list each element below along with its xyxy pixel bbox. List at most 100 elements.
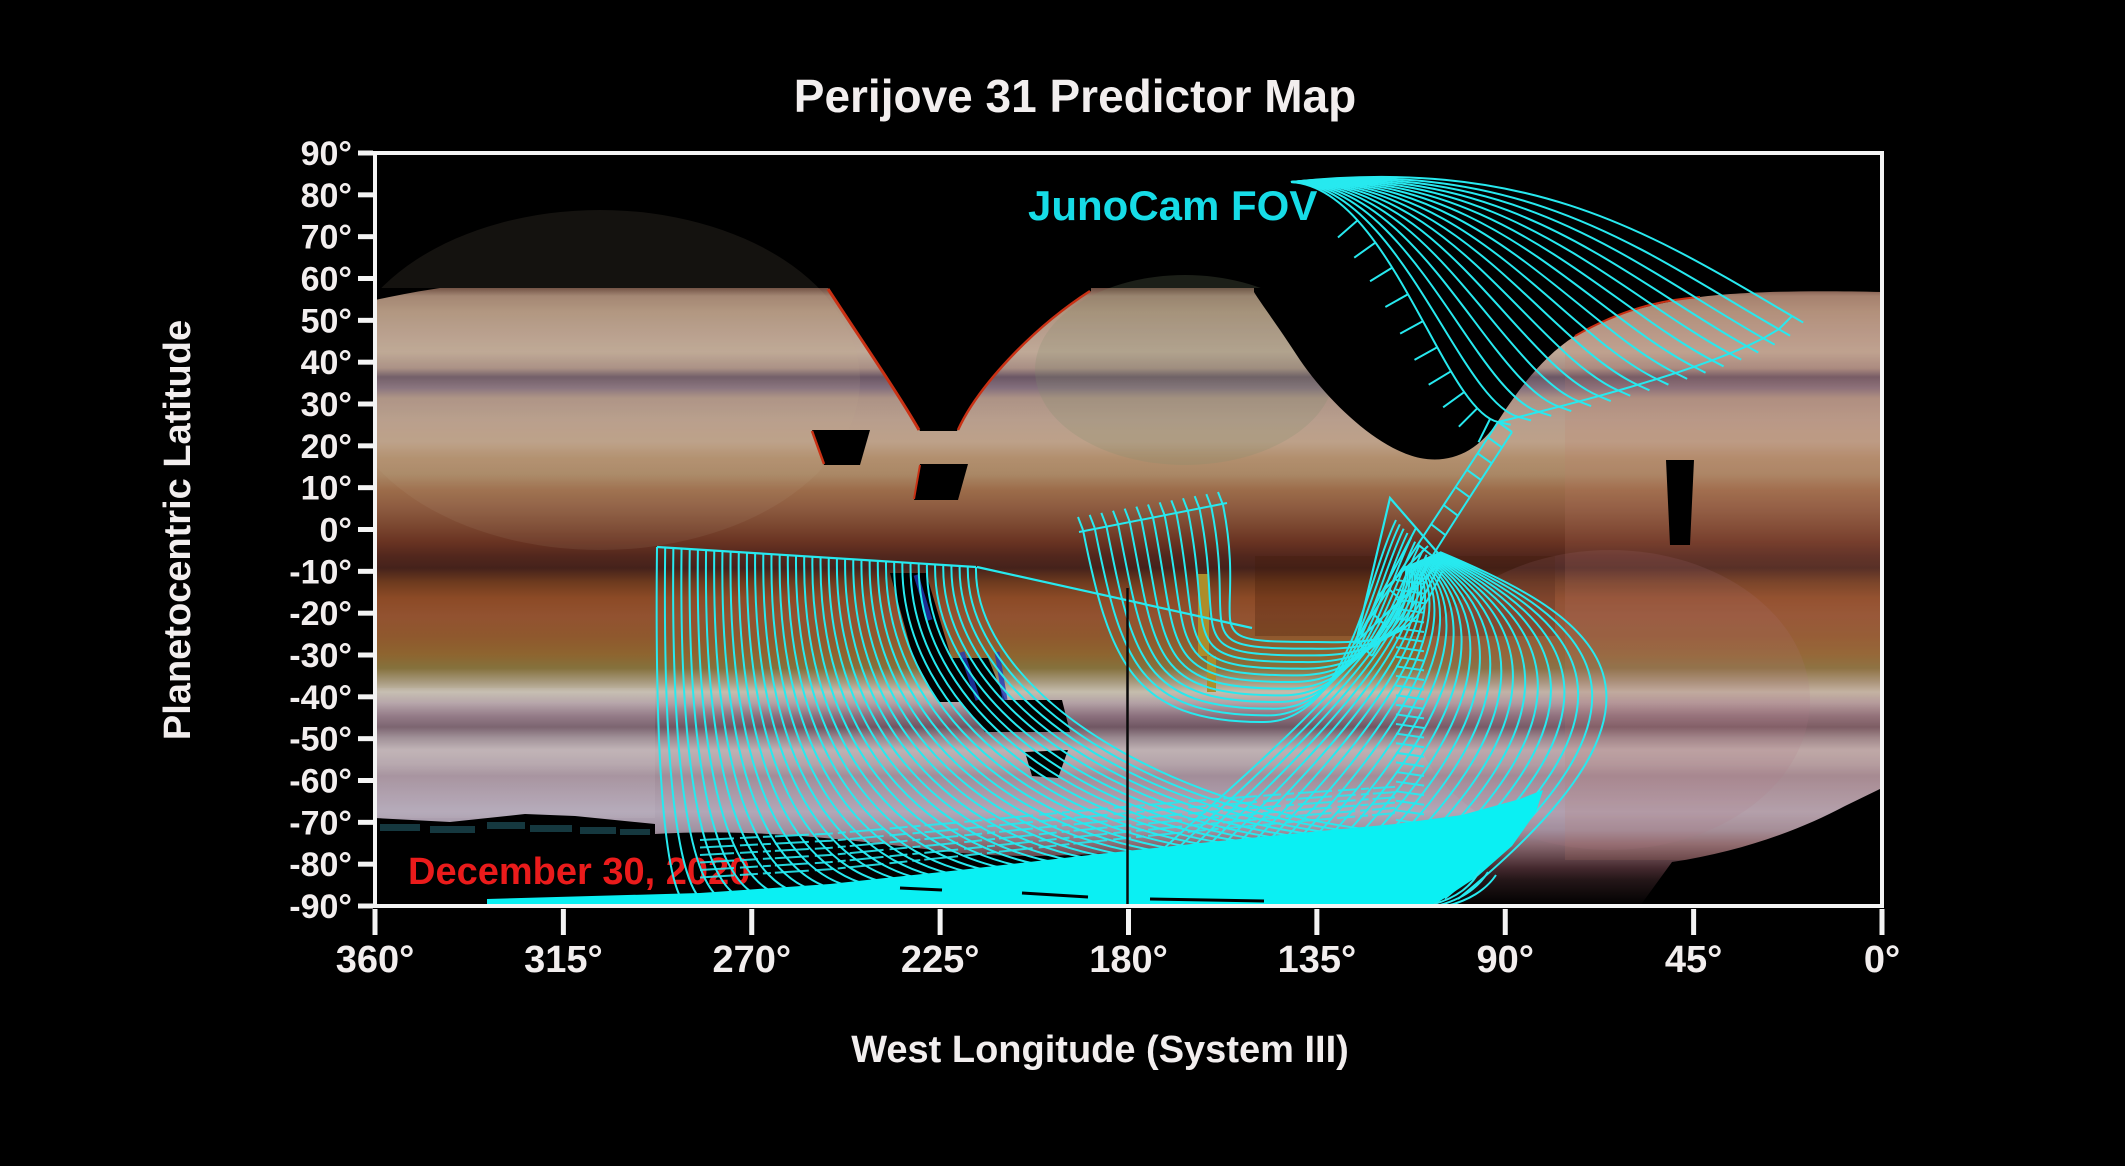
fov-fan-curve	[1290, 180, 1619, 392]
fov-zipper-tick	[1395, 636, 1425, 643]
map-gap	[1666, 460, 1694, 545]
fov-zipper-tick	[1395, 703, 1425, 710]
x-tick-label: 360°	[336, 939, 415, 981]
fov-fan-curve	[1290, 180, 1639, 386]
fov-fan-rung	[1428, 370, 1452, 386]
x-axis-title: West Longitude (System III)	[851, 1029, 1349, 1071]
map-gap	[890, 573, 952, 660]
plot-frame	[373, 151, 1884, 908]
map-edge-dash	[580, 827, 616, 834]
fov-fan-overshoot	[1711, 359, 1725, 368]
y-tick-label: -90°	[289, 888, 352, 926]
fov-fan-curve	[1290, 175, 1793, 317]
fov-u-curve	[1198, 508, 1436, 657]
fov-u-tick	[1135, 506, 1143, 520]
map-mottle	[1565, 292, 1882, 860]
fov-feather-line	[699, 785, 1396, 841]
fov-zipper-tick	[1395, 799, 1425, 806]
fov-feather-line	[699, 812, 1396, 879]
fov-zipper-tick	[1395, 588, 1425, 595]
fov-curtain-top-edge	[656, 545, 977, 569]
fov-fan-curve	[1290, 181, 1560, 408]
map-gap	[828, 288, 1091, 431]
fov-fan-overshoot	[1693, 365, 1707, 374]
y-tick-label: -20°	[289, 595, 352, 633]
fov-u-tick	[1123, 508, 1131, 523]
y-tick-label: -70°	[289, 804, 352, 842]
fov-u-curve	[1210, 506, 1440, 650]
fov-fold-line	[1377, 545, 1429, 597]
fov-u-curve	[1140, 519, 1417, 690]
x-tick-label: 90°	[1477, 939, 1534, 981]
fov-bell-curve	[1439, 551, 1608, 900]
fov-fan-curve	[1290, 180, 1676, 374]
fov-zipper-tick	[1395, 684, 1425, 691]
fov-fan-overshoot	[1778, 328, 1791, 337]
y-tick-label: -50°	[289, 721, 352, 759]
y-tick-label: 80°	[301, 177, 352, 215]
y-tick-label: 70°	[301, 219, 352, 257]
fov-fan-curve	[1290, 177, 1780, 331]
fov-ribbon-rung	[1372, 612, 1390, 629]
fov-ribbon-rung	[1497, 421, 1513, 433]
fov-fan-overshoot	[1598, 395, 1612, 402]
fov-ribbon-rung	[1487, 436, 1503, 449]
fov-fan-rung	[1399, 320, 1424, 335]
fov-fan-curve	[1290, 181, 1519, 418]
map-edge-dash	[487, 822, 525, 829]
fov-ribbon-rung	[1430, 523, 1447, 536]
fov-fan-curve	[1290, 178, 1764, 340]
fov-u-curve	[1187, 511, 1432, 664]
fov-zipper-tick	[1395, 646, 1425, 653]
y-axis-tick-labels: 90° 80° 70° 60°50° 40° 30° 20° 10° 0°-10° -20° -30…	[289, 135, 352, 926]
fov-fan-curve	[1290, 180, 1580, 403]
fov-fan-overshoot	[1558, 405, 1572, 412]
map-edge-blue	[959, 651, 981, 701]
fov-fan-curve	[1290, 181, 1499, 423]
fov-fan-rung	[1414, 346, 1438, 361]
junocam-fov-overlay	[487, 175, 1804, 906]
x-tick-label: 180°	[1089, 939, 1168, 981]
map-edge-rim	[956, 289, 1091, 431]
fov-u-curve	[1105, 525, 1405, 710]
fov-zipper-tick	[1395, 675, 1425, 681]
fov-ribbon-rung	[1454, 486, 1471, 499]
map-edge-rim	[810, 430, 826, 465]
fov-fan-overshoot	[1675, 372, 1688, 380]
fov-fan-curve	[1290, 179, 1731, 355]
x-tick-label: 315°	[524, 939, 603, 981]
fov-u-curve	[1128, 521, 1413, 697]
y-tick-label: -10°	[289, 553, 352, 591]
x-tick-label: 45°	[1665, 939, 1722, 981]
y-tick-label: 40°	[301, 344, 352, 382]
map-gap	[914, 464, 968, 500]
fov-zipper-tick	[1395, 617, 1425, 624]
fov-zipper-tick	[1395, 761, 1425, 768]
fov-fan-overshoot	[1578, 400, 1592, 408]
map-gap	[1640, 788, 1882, 906]
fov-u-tick	[1193, 495, 1201, 510]
fov-fan-curve	[1290, 180, 1695, 368]
map-gap	[375, 814, 655, 906]
map-patch-yellow	[1198, 574, 1209, 656]
map-mottle	[1035, 275, 1335, 465]
fov-zipper-tick	[1395, 607, 1425, 614]
fov-u-curve	[1093, 523, 1401, 717]
fov-ribbon-rung	[1466, 468, 1482, 481]
y-tick-label: 60°	[301, 261, 352, 299]
fov-u-tick	[1158, 502, 1166, 516]
map-edge-dash	[430, 826, 475, 833]
map-edge-rim	[913, 464, 921, 500]
fov-u-tick	[1170, 499, 1178, 514]
fov-dark-dash	[1149, 897, 1265, 903]
fov-fan-curve	[1290, 180, 1600, 397]
fov-fan-overshoot	[1729, 352, 1742, 361]
fov-dark-dash	[899, 886, 943, 892]
fov-zipper-tick	[1395, 780, 1425, 787]
x-axis-ticks	[372, 909, 1885, 935]
fov-feather-line	[699, 796, 1396, 856]
x-tick-label: 225°	[901, 939, 980, 981]
fov-u-tick	[1182, 497, 1189, 512]
